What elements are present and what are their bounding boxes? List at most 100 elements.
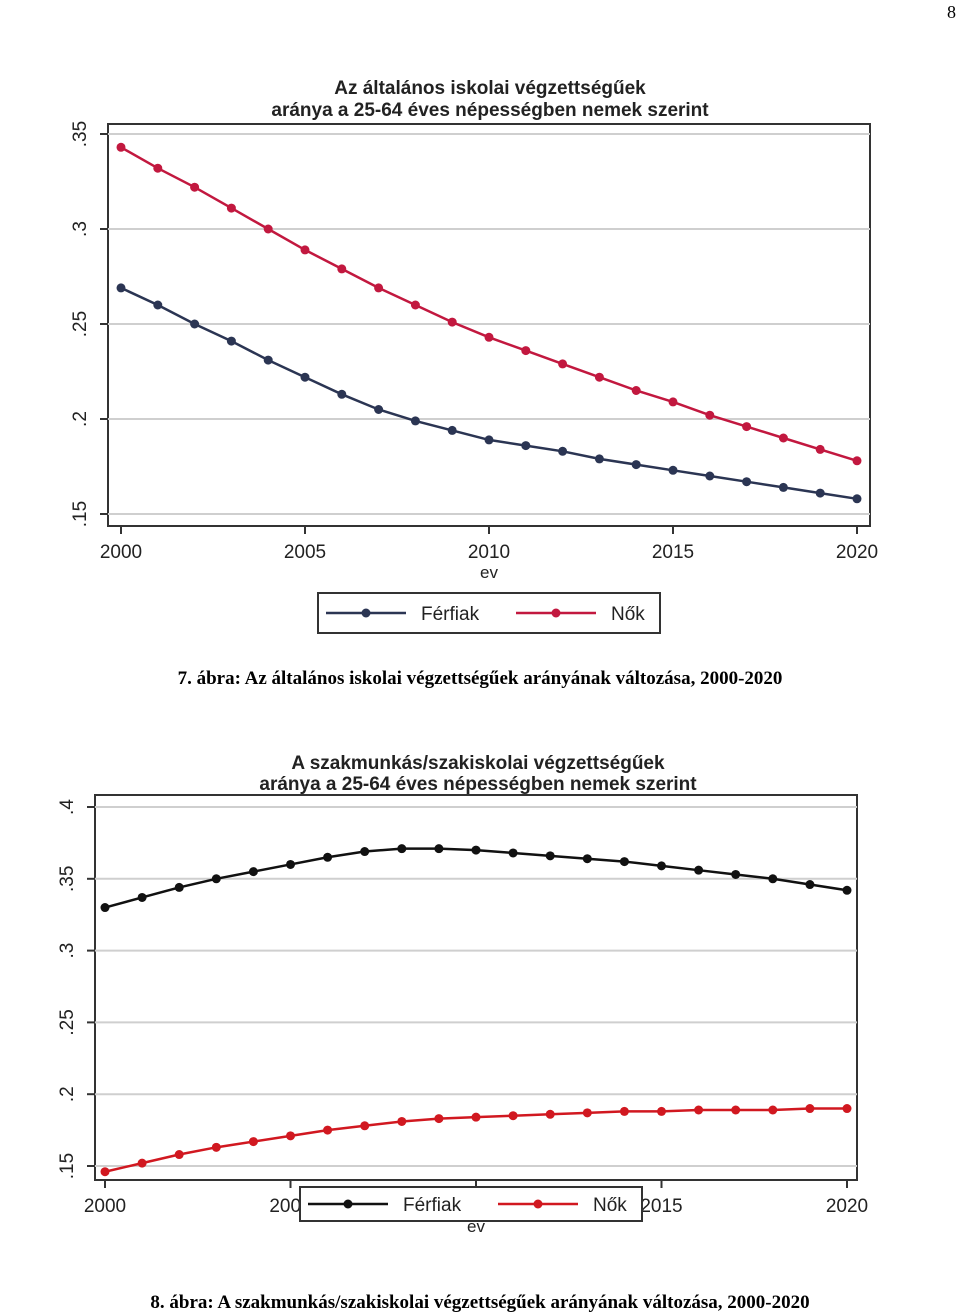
figure-2-caption: 8. ábra: A szakmunkás/szakiskolai végzet… [150, 1292, 810, 1313]
data-point [116, 142, 126, 152]
chart-title-line1: A szakmunkás/szakiskolai végzettségűek [291, 753, 665, 774]
data-point [815, 488, 825, 498]
data-point [815, 444, 825, 454]
data-point [582, 854, 592, 864]
data-point [657, 861, 666, 871]
data-point [137, 1158, 147, 1168]
data-point [778, 433, 788, 443]
data-point [374, 405, 384, 414]
data-point [619, 1106, 629, 1116]
data-point [778, 482, 788, 492]
legend-label-2: Nők [593, 1195, 627, 1216]
data-point [594, 454, 604, 464]
data-point [742, 422, 752, 432]
legend-label-1: Férfiak [403, 1195, 462, 1216]
data-point [137, 892, 147, 902]
data-point [226, 336, 236, 346]
data-point [668, 397, 678, 407]
data-point [360, 1121, 370, 1131]
y-tick-label: .35 [70, 121, 91, 147]
y-tick-label: .15 [57, 1153, 78, 1179]
data-point [619, 857, 629, 867]
data-point [582, 1108, 592, 1118]
data-point [842, 885, 852, 895]
data-point [116, 283, 126, 293]
data-point [545, 1109, 555, 1119]
data-point [248, 1137, 258, 1147]
data-point [471, 1112, 481, 1122]
data-point [397, 844, 407, 854]
data-point [742, 477, 752, 487]
data-point [300, 245, 310, 255]
data-point [447, 425, 457, 435]
y-tick-label: .15 [70, 501, 91, 527]
data-point [397, 1116, 407, 1126]
data-point [852, 494, 862, 504]
data-point [657, 1106, 666, 1116]
data-point [842, 1104, 852, 1114]
data-point [190, 319, 200, 329]
x-axis-label: ev [480, 563, 498, 582]
data-point [705, 410, 715, 420]
data-point [471, 845, 481, 855]
data-point [153, 300, 163, 310]
data-point [434, 844, 444, 854]
data-point [360, 847, 370, 857]
figure-1-caption: 7. ábra: Az általános iskolai végzettség… [177, 668, 783, 689]
data-point [410, 300, 420, 310]
data-point [731, 869, 741, 879]
data-point [100, 903, 110, 913]
data-point [153, 163, 163, 173]
data-point [705, 471, 715, 481]
legend-marker-2 [551, 608, 561, 618]
legend-label-1: Férfiak [421, 604, 480, 625]
data-point [323, 1125, 333, 1135]
data-point [508, 1111, 518, 1121]
data-point [337, 264, 347, 274]
data-point [631, 460, 641, 470]
data-point [337, 389, 347, 399]
data-point [226, 203, 236, 213]
data-point [174, 882, 184, 892]
data-point [852, 456, 862, 466]
y-tick-label: .2 [57, 1086, 78, 1102]
data-point [174, 1150, 184, 1160]
data-point [508, 848, 518, 858]
data-point [248, 867, 258, 877]
data-point [263, 224, 273, 234]
data-point [558, 359, 568, 369]
data-point [263, 355, 273, 365]
data-point [286, 859, 295, 869]
x-tick-label: 2000 [100, 542, 142, 563]
figure-2: A szakmunkás/szakiskolai végzettségűek ar… [0, 745, 960, 1285]
data-point [631, 386, 641, 395]
data-point [484, 435, 494, 445]
data-point [323, 852, 333, 862]
legend-marker-1 [361, 608, 371, 618]
data-point [805, 880, 815, 890]
y-tick-label: .4 [57, 799, 78, 815]
y-tick-label: .3 [70, 221, 91, 237]
legend-marker-2 [533, 1199, 543, 1209]
x-tick-label: 2020 [826, 1196, 868, 1217]
y-tick-label: .25 [57, 1009, 78, 1035]
chart-title-line1: Az általános iskolai végzettségűek [334, 78, 646, 99]
data-point [434, 1114, 444, 1124]
data-point [768, 1105, 778, 1115]
chart-2: A szakmunkás/szakiskolai végzettségűekar… [57, 753, 868, 1236]
legend-label-2: Nők [611, 604, 645, 625]
data-point [521, 441, 531, 451]
y-tick-label: .35 [57, 866, 78, 892]
data-point [805, 1104, 815, 1114]
data-point [731, 1105, 741, 1115]
data-point [447, 317, 457, 327]
data-point [594, 372, 604, 382]
y-tick-label: .2 [70, 411, 91, 427]
x-tick-label: 2015 [652, 542, 694, 563]
x-tick-label: 2015 [640, 1196, 682, 1217]
data-point [374, 283, 384, 293]
data-point [668, 465, 678, 475]
x-tick-label: 2020 [836, 542, 878, 563]
page-number: 8 [947, 2, 956, 22]
x-tick-label: 2005 [284, 542, 326, 563]
